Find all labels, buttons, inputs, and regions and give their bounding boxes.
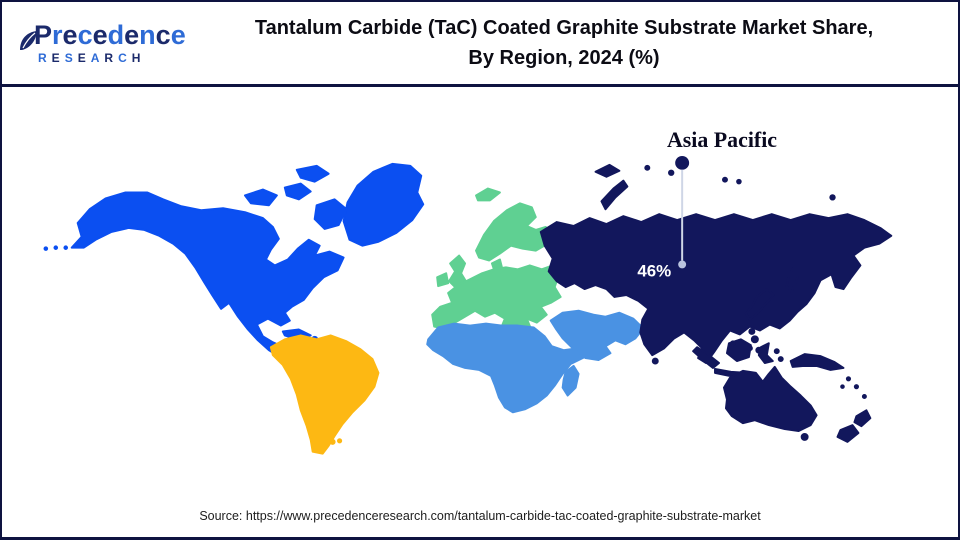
world-map: Asia Pacific 46% [43, 128, 893, 455]
chart-title-line1: Tantalum Carbide (TaC) Coated Graphite S… [254, 17, 874, 39]
map-area: Asia Pacific 46% [2, 87, 958, 501]
chart-title-line2: By Region, 2024 (%) [468, 47, 660, 69]
header: Precedence RESEARCH Tantalum Carbide (Ta… [2, 2, 958, 87]
region-north-america [43, 162, 425, 360]
source-line: Source: https://www.precedenceresearch.c… [2, 501, 958, 537]
brand-subtitle: RESEARCH [38, 51, 146, 65]
region-south-america [269, 334, 380, 455]
region-middle-east-africa [426, 309, 645, 414]
chart-title: Tantalum Carbide (TaC) Coated Graphite S… [188, 13, 958, 73]
source-text: Source: https://www.precedenceresearch.c… [199, 509, 761, 523]
annotation-asia-pacific: Asia Pacific 46% [637, 128, 777, 280]
annotation-anchor-dot [675, 156, 690, 170]
brand-logo: Precedence RESEARCH [2, 22, 188, 64]
annotation-share-value: 46% [637, 261, 671, 280]
annotation-end-dot [678, 260, 687, 269]
region-europe [431, 187, 562, 346]
leaf-icon [20, 31, 37, 50]
brand-name: Precedence [34, 20, 186, 50]
annotation-region-label: Asia Pacific [667, 128, 777, 152]
region-asia-pacific [539, 163, 893, 443]
